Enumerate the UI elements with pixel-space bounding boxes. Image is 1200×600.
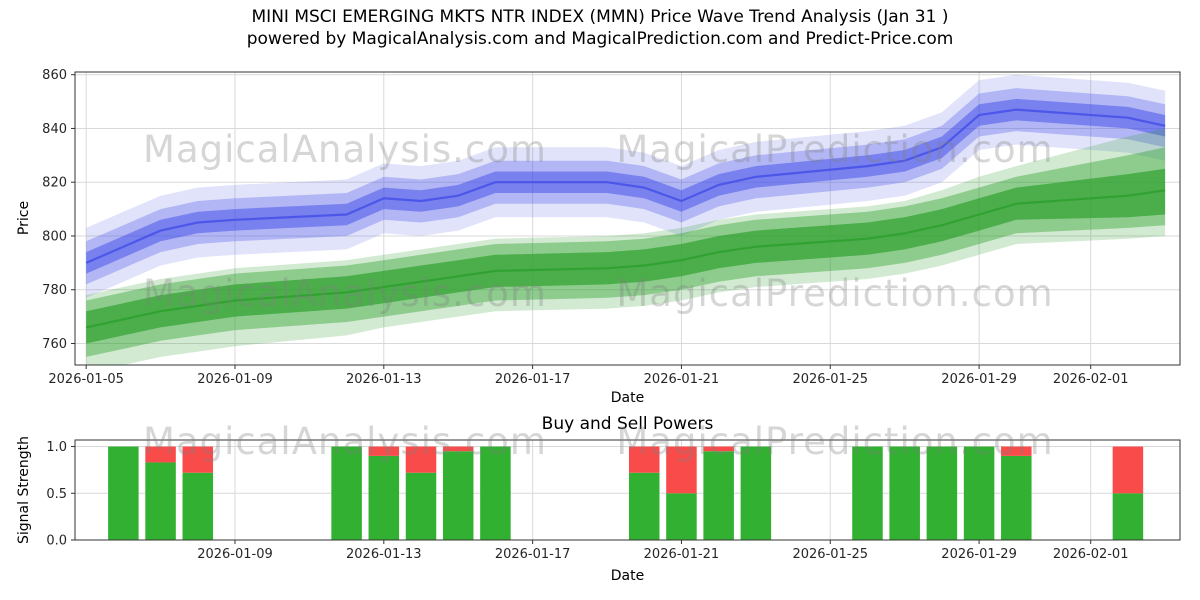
sell-power-bar xyxy=(182,446,214,473)
power-xtick-label: 2026-01-17 xyxy=(495,547,571,562)
price-xtick-label: 2026-01-29 xyxy=(941,372,1017,387)
buy-sell-powers-title: Buy and Sell Powers xyxy=(541,414,714,434)
sell-power-bar xyxy=(1001,446,1032,456)
power-ytick-label: 0.0 xyxy=(46,534,67,549)
buy-power-bar xyxy=(852,446,883,540)
buy-power-bar xyxy=(145,462,176,540)
price-xtick-label: 2026-01-25 xyxy=(792,372,868,387)
price-axis-label: Price xyxy=(16,200,32,236)
price-ytick-label: 760 xyxy=(42,337,67,352)
power-plot-border xyxy=(74,439,1181,541)
lower-trend-band-green-inner-band xyxy=(86,168,1166,344)
main-title: MINI MSCI EMERGING MKTS NTR INDEX (MMN) … xyxy=(251,7,949,27)
power-ytick-label: 1.0 xyxy=(46,440,67,455)
upper-forecast-band-blue-inner-band xyxy=(86,98,1166,274)
price-ytick-label: 800 xyxy=(42,229,67,244)
buy-power-bar xyxy=(331,446,362,540)
sell-power-bar xyxy=(368,446,400,456)
buy-power-bar xyxy=(666,493,697,540)
buy-power-bar xyxy=(108,446,139,540)
price-xtick-label: 2026-01-05 xyxy=(48,372,124,387)
price-xtick-label: 2026-01-21 xyxy=(644,372,720,387)
sell-power-bar xyxy=(145,446,176,463)
power-xtick-label: 2026-01-09 xyxy=(197,547,273,562)
buy-power-bar xyxy=(1112,493,1144,540)
main-subtitle: powered by MagicalAnalysis.com and Magic… xyxy=(246,29,954,49)
power-ytick-label: 0.5 xyxy=(46,487,67,502)
buy-power-bar xyxy=(703,451,734,540)
upper-forecast-band-blue-center-line xyxy=(85,108,1166,264)
buy-power-bar xyxy=(926,446,958,540)
sell-power-bar xyxy=(703,446,734,452)
buy-power-bar xyxy=(368,455,400,540)
price-xtick-label: 2026-02-01 xyxy=(1053,372,1129,387)
buy-power-bar xyxy=(628,472,660,540)
price-ytick-label: 820 xyxy=(42,176,67,191)
buy-power-bar xyxy=(182,472,214,540)
buy-power-bar xyxy=(963,446,995,540)
sell-power-bar xyxy=(1112,446,1144,494)
power-xtick-label: 2026-02-01 xyxy=(1053,547,1129,562)
power-xtick-label: 2026-01-25 xyxy=(792,547,868,562)
price-ytick-label: 780 xyxy=(42,283,67,298)
buy-power-bar xyxy=(740,446,772,540)
power-xtick-label: 2026-01-21 xyxy=(644,547,720,562)
buy-power-bar xyxy=(442,451,474,540)
price-plot-border xyxy=(74,71,1181,366)
price-bands-group xyxy=(85,74,1166,365)
buy-power-bar xyxy=(1001,455,1032,540)
sell-power-bar xyxy=(442,446,474,452)
price-ytick-label: 840 xyxy=(42,122,67,137)
date-axis-label-top: Date xyxy=(610,390,645,406)
power-xtick-label: 2026-01-29 xyxy=(941,547,1017,562)
buy-power-bar xyxy=(889,446,920,540)
price-ytick-label: 860 xyxy=(42,68,67,83)
sell-power-bar xyxy=(628,446,660,473)
date-axis-label-bottom: Date xyxy=(610,568,645,584)
buy-power-bar xyxy=(480,446,511,540)
buy-power-bar xyxy=(405,472,437,540)
signal-strength-axis-label: Signal Strength xyxy=(16,435,32,545)
price-xtick-label: 2026-01-09 xyxy=(197,372,273,387)
sell-power-bar xyxy=(666,446,697,494)
sell-power-bar xyxy=(405,446,437,473)
lower-trend-band-green-center-line xyxy=(85,189,1166,329)
price-xtick-label: 2026-01-13 xyxy=(346,372,422,387)
price-xtick-label: 2026-01-17 xyxy=(495,372,571,387)
power-xtick-label: 2026-01-13 xyxy=(346,547,422,562)
